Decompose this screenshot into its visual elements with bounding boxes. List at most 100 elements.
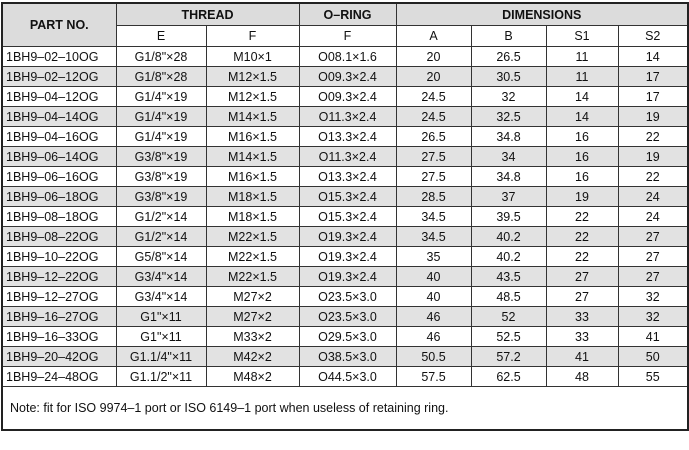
part-number: 1BH9–16–33OG bbox=[1, 326, 117, 347]
cell: 24 bbox=[617, 186, 689, 207]
cell: 34.5 bbox=[395, 206, 472, 227]
note: Note: fit for ISO 9974–1 port or ISO 614… bbox=[1, 386, 689, 431]
cell: 32.5 bbox=[470, 106, 547, 127]
cell: M27×2 bbox=[205, 306, 300, 327]
table-row: 1BH9–08–18OG G1/2"×14 M18×1.5 O15.3×2.4 34.5… bbox=[1, 206, 689, 227]
cell: M16×1.5 bbox=[205, 166, 300, 187]
cell: 55 bbox=[617, 366, 689, 387]
cell: M18×1.5 bbox=[205, 186, 300, 207]
cell: 27.5 bbox=[395, 146, 472, 167]
cell: 16 bbox=[545, 166, 619, 187]
table-row: 1BH9–12–27OG G3/4"×14 M27×2 O23.5×3.0 40 48.5… bbox=[1, 286, 689, 307]
table-row: 1BH9–06–16OG G3/8"×19 M16×1.5 O13.3×2.4 27.5… bbox=[1, 166, 689, 187]
cell: 20 bbox=[395, 66, 472, 87]
cell: 34.8 bbox=[470, 126, 547, 147]
cell: G3/8"×19 bbox=[115, 166, 207, 187]
cell: 27 bbox=[545, 286, 619, 307]
cell: 32 bbox=[470, 86, 547, 107]
cell: 32 bbox=[617, 306, 689, 327]
cell: 62.5 bbox=[470, 366, 547, 387]
table-row: 1BH9–10–22OG G5/8"×14 M22×1.5 O19.3×2.4 35 40… bbox=[1, 246, 689, 267]
table-row: 1BH9–02–12OG G1/8"×28 M12×1.5 O09.3×2.4 20 30… bbox=[1, 66, 689, 87]
cell: M10×1 bbox=[205, 46, 300, 67]
cell: M14×1.5 bbox=[205, 106, 300, 127]
cell: 17 bbox=[617, 86, 689, 107]
cell: 57.2 bbox=[470, 346, 547, 367]
cell: M18×1.5 bbox=[205, 206, 300, 227]
part-number: 1BH9–16–27OG bbox=[1, 306, 117, 327]
part-number: 1BH9–04–16OG bbox=[1, 126, 117, 147]
cell: O23.5×3.0 bbox=[298, 286, 397, 307]
cell: 22 bbox=[545, 206, 619, 227]
cell: O08.1×1.6 bbox=[298, 46, 397, 67]
cell: O38.5×3.0 bbox=[298, 346, 397, 367]
cell: M12×1.5 bbox=[205, 86, 300, 107]
cell: 46 bbox=[395, 306, 472, 327]
cell: 14 bbox=[617, 46, 689, 67]
cell: O19.3×2.4 bbox=[298, 246, 397, 267]
table-row: 1BH9–16–27OG G1"×11 M27×2 O23.5×3.0 46 52 33 32 bbox=[1, 306, 689, 327]
cell: 22 bbox=[545, 226, 619, 247]
cell: 30.5 bbox=[470, 66, 547, 87]
subheader-cell: B bbox=[470, 25, 547, 47]
cell: M42×2 bbox=[205, 346, 300, 367]
table-row: 1BH9–16–33OG G1"×11 M33×2 O29.5×3.0 46 52.5 33… bbox=[1, 326, 689, 347]
cell: O19.3×2.4 bbox=[298, 266, 397, 287]
cell: 40 bbox=[395, 266, 472, 287]
part-number: 1BH9–08–18OG bbox=[1, 206, 117, 227]
cell: 34 bbox=[470, 146, 547, 167]
part-number: 1BH9–12–22OG bbox=[1, 266, 117, 287]
table-row: 1BH9–06–14OG G3/8"×19 M14×1.5 O11.3×2.4 27.5… bbox=[1, 146, 689, 167]
part-number: 1BH9–06–14OG bbox=[1, 146, 117, 167]
cell: G3/8"×19 bbox=[115, 186, 207, 207]
cell: 26.5 bbox=[395, 126, 472, 147]
part-number: 1BH9–04–14OG bbox=[1, 106, 117, 127]
cell: O15.3×2.4 bbox=[298, 186, 397, 207]
cell: 19 bbox=[545, 186, 619, 207]
part-number: 1BH9–24–48OG bbox=[1, 366, 117, 387]
cell: G1/2"×14 bbox=[115, 206, 207, 227]
cell: O09.3×2.4 bbox=[298, 86, 397, 107]
cell: O19.3×2.4 bbox=[298, 226, 397, 247]
cell: 33 bbox=[545, 306, 619, 327]
subheader-cell: A bbox=[395, 25, 472, 47]
header-cell: THREAD bbox=[115, 2, 300, 26]
cell: G1/8"×28 bbox=[115, 66, 207, 87]
cell: M22×1.5 bbox=[205, 226, 300, 247]
table-row: 1BH9–20–42OG G1.1/4"×11 M42×2 O38.5×3.0 50.5… bbox=[1, 346, 689, 367]
cell: G1/8"×28 bbox=[115, 46, 207, 67]
cell: M27×2 bbox=[205, 286, 300, 307]
cell: 20 bbox=[395, 46, 472, 67]
cell: G1/4"×19 bbox=[115, 126, 207, 147]
cell: 24.5 bbox=[395, 86, 472, 107]
cell: 34.8 bbox=[470, 166, 547, 187]
cell: G3/4"×14 bbox=[115, 266, 207, 287]
cell: 24 bbox=[617, 206, 689, 227]
cell: 16 bbox=[545, 146, 619, 167]
cell: 34.5 bbox=[395, 226, 472, 247]
header-cell: O–RING bbox=[298, 2, 397, 26]
cell: 22 bbox=[617, 126, 689, 147]
cell: G1/4"×19 bbox=[115, 86, 207, 107]
cell: O13.3×2.4 bbox=[298, 126, 397, 147]
cell: 52.5 bbox=[470, 326, 547, 347]
cell: M22×1.5 bbox=[205, 246, 300, 267]
cell: 48 bbox=[545, 366, 619, 387]
cell: G3/4"×14 bbox=[115, 286, 207, 307]
part-number: 1BH9–02–12OG bbox=[1, 66, 117, 87]
header-cell: PART NO. bbox=[1, 2, 117, 47]
part-number: 1BH9–06–16OG bbox=[1, 166, 117, 187]
cell: M48×2 bbox=[205, 366, 300, 387]
table-row: 1BH9–02–10OG G1/8"×28 M10×1 O08.1×1.6 20 26.5… bbox=[1, 46, 689, 67]
cell: 40.2 bbox=[470, 246, 547, 267]
cell: 22 bbox=[617, 166, 689, 187]
cell: 50 bbox=[617, 346, 689, 367]
table-row: 1BH9–12–22OG G3/4"×14 M22×1.5 O19.3×2.4 40 43… bbox=[1, 266, 689, 287]
subheader-cell: S1 bbox=[545, 25, 619, 47]
cell: G1"×11 bbox=[115, 306, 207, 327]
cell: G3/8"×19 bbox=[115, 146, 207, 167]
cell: 41 bbox=[545, 346, 619, 367]
cell: 16 bbox=[545, 126, 619, 147]
